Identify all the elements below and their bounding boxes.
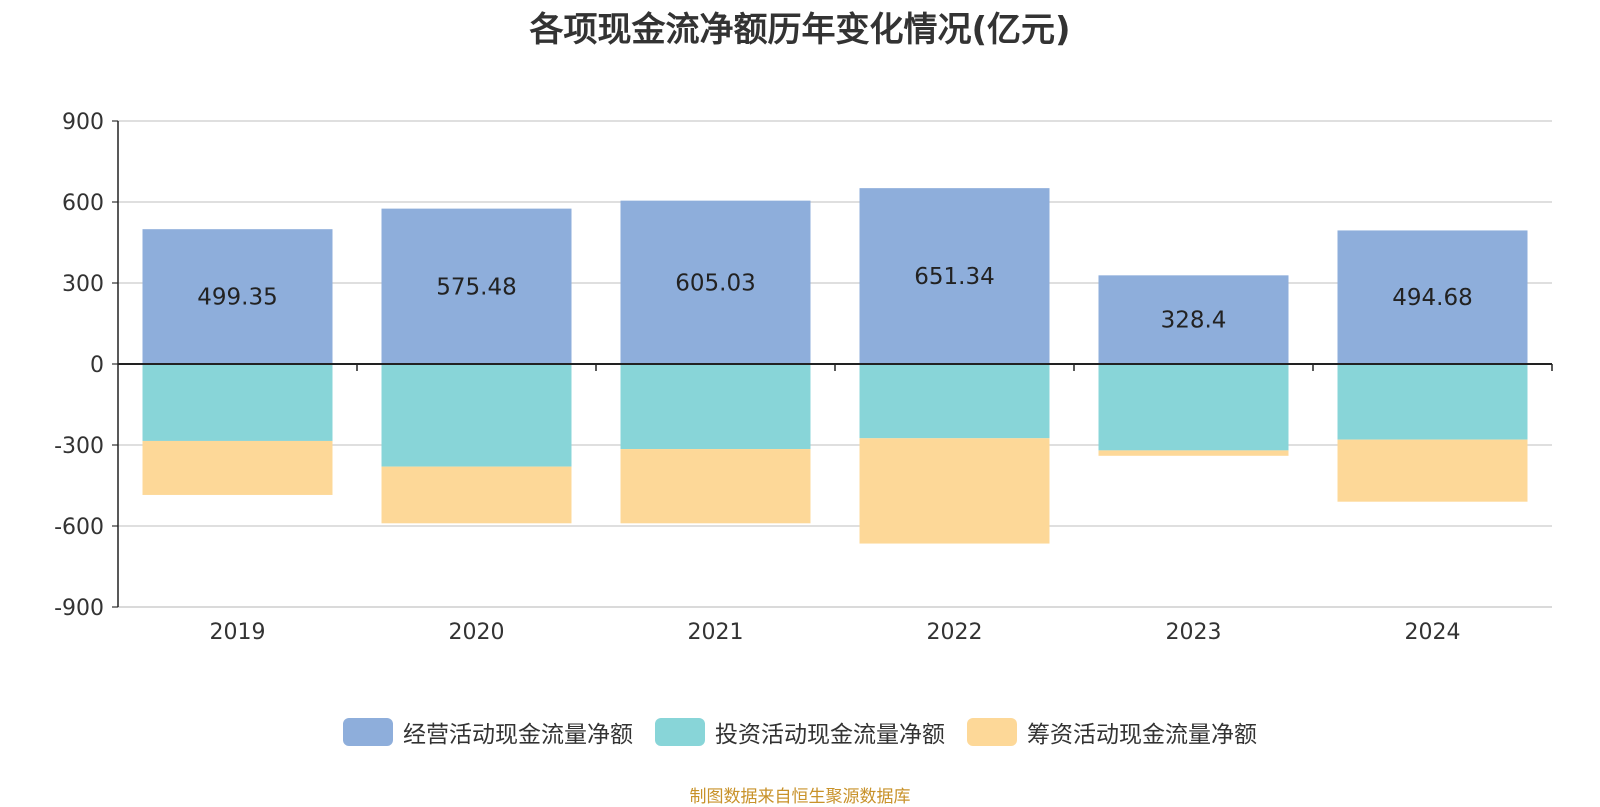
bar-investing <box>859 364 1050 439</box>
bar-investing <box>1098 364 1289 451</box>
source-note: 制图数据来自恒生聚源数据库 <box>689 787 911 807</box>
legend-swatch-investing <box>655 718 705 746</box>
x-tick-label: 2021 <box>688 620 744 645</box>
legend-item-financing[interactable]: 筹资活动现金流量净额 <box>967 715 1257 749</box>
bar-investing <box>1337 364 1528 440</box>
bar-financing <box>620 449 811 524</box>
data-label: 328.4 <box>1161 308 1227 334</box>
legend: 经营活动现金流量净额 投资活动现金流量净额 筹资活动现金流量净额 <box>0 715 1600 749</box>
y-tick-label: -600 <box>54 515 104 540</box>
bar-financing <box>1098 450 1289 456</box>
bar-investing <box>620 364 811 450</box>
data-label: 494.68 <box>1392 285 1472 311</box>
bar-investing <box>381 364 572 467</box>
y-tick-label: 300 <box>62 272 104 297</box>
y-tick-label: -900 <box>54 596 104 621</box>
bar-operating <box>859 188 1050 364</box>
x-tick-label: 2020 <box>449 620 505 645</box>
x-tick-label: 2019 <box>210 620 266 645</box>
bar-investing <box>142 364 333 441</box>
x-tick-label: 2023 <box>1166 620 1222 645</box>
legend-label-financing: 筹资活动现金流量净额 <box>1027 722 1257 748</box>
y-tick-label: -300 <box>54 434 104 459</box>
y-tick-label: 600 <box>62 191 104 216</box>
legend-item-investing[interactable]: 投资活动现金流量净额 <box>655 715 945 749</box>
bar-financing <box>381 466 572 524</box>
bar-financing <box>142 440 333 495</box>
data-label: 575.48 <box>436 274 516 300</box>
x-tick-label: 2022 <box>927 620 983 645</box>
bar-operating <box>381 208 572 364</box>
x-tick-label: 2024 <box>1405 620 1461 645</box>
y-tick-label: 0 <box>90 353 104 378</box>
legend-label-investing: 投资活动现金流量净额 <box>715 722 945 748</box>
data-label: 605.03 <box>675 270 755 296</box>
legend-item-operating[interactable]: 经营活动现金流量净额 <box>343 715 633 749</box>
y-tick-label: 900 <box>62 110 104 135</box>
bar-operating <box>620 200 811 364</box>
bar-operating <box>1098 275 1289 364</box>
data-label: 499.35 <box>197 285 277 311</box>
stacked-bar-chart: 900 600 300 0 -300 -600 -900 499.35 2019 575.48 20… <box>54 110 1553 645</box>
data-label: 651.34 <box>914 264 994 290</box>
bar-financing <box>1337 439 1528 502</box>
legend-swatch-financing <box>967 718 1017 746</box>
chart-title: 各项现金流净额历年变化情况(亿元) <box>529 10 1071 50</box>
bar-operating <box>142 229 333 364</box>
legend-swatch-operating <box>343 718 393 746</box>
legend-label-operating: 经营活动现金流量净额 <box>403 722 633 748</box>
bar-financing <box>859 438 1050 544</box>
bar-operating <box>1337 230 1528 364</box>
